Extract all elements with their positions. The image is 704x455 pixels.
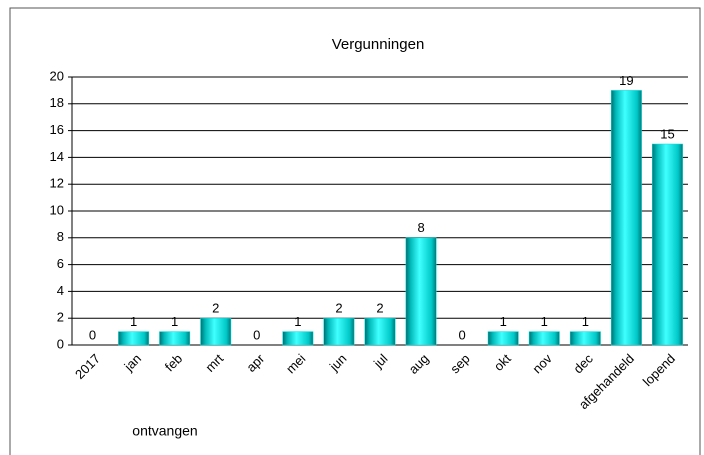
bar: [405, 237, 437, 346]
bar: [610, 90, 642, 346]
chart-frame: [9, 7, 701, 455]
data-label: 2: [335, 301, 342, 316]
data-label: 2: [376, 301, 383, 316]
data-label: 1: [500, 314, 507, 329]
y-tick-label: 2: [57, 310, 64, 325]
y-tick-label: 4: [57, 283, 64, 298]
x-axis-label: ontvangen: [132, 423, 197, 439]
chart-title: Vergunningen: [332, 36, 425, 53]
bar: [528, 331, 560, 346]
data-label: 0: [459, 327, 466, 342]
y-tick-label: 6: [57, 256, 64, 271]
data-label: 0: [253, 327, 260, 342]
data-label: 19: [619, 73, 633, 88]
bar: [200, 317, 232, 346]
bar: [487, 331, 519, 346]
y-tick-label: 8: [57, 229, 64, 244]
bar: [569, 331, 601, 346]
y-tick-label: 12: [50, 176, 64, 191]
bar: [323, 317, 355, 346]
data-label: 1: [541, 314, 548, 329]
data-label: 1: [294, 314, 301, 329]
data-label: 8: [417, 220, 424, 235]
y-tick-label: 18: [50, 95, 64, 110]
y-tick-label: 14: [50, 149, 64, 164]
y-tick-label: 10: [50, 202, 64, 217]
bar: [159, 331, 191, 346]
bar: [652, 143, 683, 346]
data-label: 0: [89, 327, 96, 342]
data-label: 2: [212, 301, 219, 316]
bar: [364, 317, 396, 346]
data-label: 1: [582, 314, 589, 329]
bar: [118, 331, 150, 346]
y-tick-label: 16: [50, 122, 64, 137]
y-tick-label: 20: [50, 68, 64, 83]
data-label: 1: [130, 314, 137, 329]
data-label: 1: [171, 314, 178, 329]
bar: [282, 331, 314, 346]
y-tick-label: 0: [57, 336, 64, 351]
data-label: 15: [660, 126, 674, 141]
